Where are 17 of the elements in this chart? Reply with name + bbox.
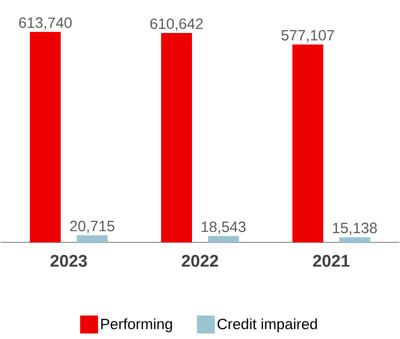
data-label: 613,740 (19, 17, 72, 30)
x-tick-label: 2021 (313, 254, 350, 267)
legend-label: Credit impaired (218, 318, 317, 332)
legend-label: Performing (101, 318, 172, 332)
data-label: 20,715 (70, 220, 114, 234)
data-label: 577,107 (281, 30, 334, 42)
x-tick-label: 2022 (182, 254, 218, 267)
data-label: 610,642 (150, 18, 203, 31)
bar (208, 236, 239, 242)
x-tick-label: 2023 (50, 254, 87, 267)
bar (76, 235, 108, 242)
data-label: 18,543 (202, 221, 246, 234)
bar (30, 32, 61, 242)
bar (339, 237, 370, 242)
data-label: 15,138 (333, 222, 377, 235)
bar (161, 32, 192, 242)
bar (292, 44, 324, 242)
